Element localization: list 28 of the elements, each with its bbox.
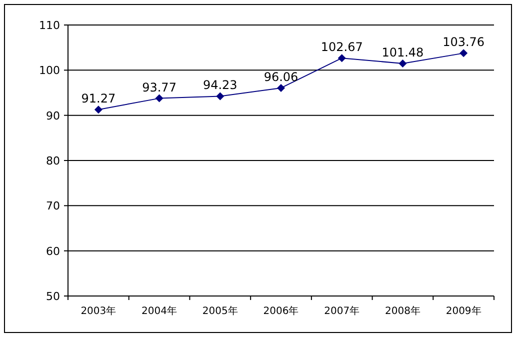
data-label: 96.06 (264, 70, 298, 84)
data-label: 93.77 (142, 80, 176, 94)
data-label: 101.48 (382, 45, 424, 60)
x-tick-label: 2009年 (446, 305, 482, 317)
y-tick-label: 60 (46, 244, 60, 258)
data-label: 91.27 (81, 92, 116, 106)
x-tick-label: 2004年 (142, 305, 178, 317)
point (398, 59, 407, 68)
y-tick-label: 100 (39, 64, 60, 78)
y-tick-label: 80 (46, 154, 60, 168)
point (338, 54, 346, 62)
x-tick-label: 2003年 (80, 305, 116, 317)
data-label: 102.67 (320, 40, 363, 54)
x-tick-label: 2006年 (263, 305, 299, 317)
x-tick-label: 2008年 (384, 305, 420, 317)
y-tick-label: 110 (39, 19, 60, 32)
y-tick-label: 50 (46, 290, 60, 303)
y-tick-label: 90 (46, 109, 60, 122)
x-tick-label: 2005年 (202, 305, 238, 317)
point (277, 84, 285, 92)
x-tick-label: 2007年 (324, 305, 360, 317)
point (94, 106, 102, 114)
data-label: 94.23 (202, 78, 238, 92)
point (216, 92, 224, 100)
data-label: 103.76 (442, 35, 485, 50)
point (460, 49, 468, 58)
point (155, 94, 164, 102)
y-tick-label: 70 (46, 200, 60, 213)
